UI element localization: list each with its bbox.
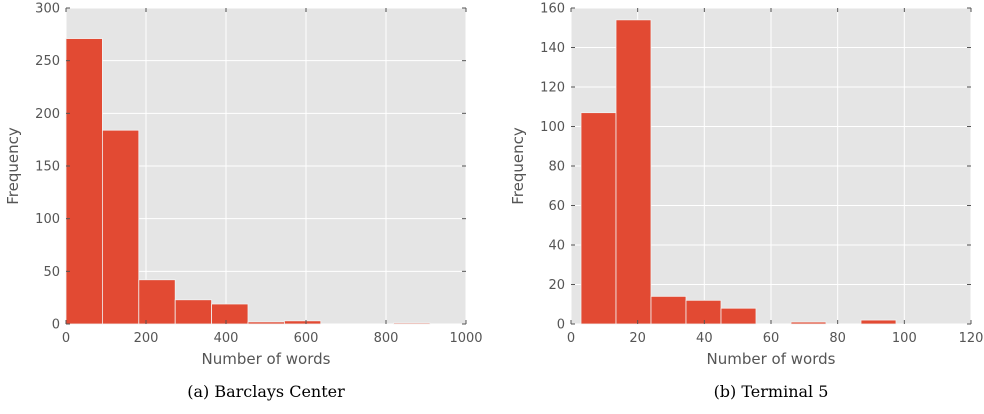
y-tick-label: 60 [548,199,565,214]
y-axis-label: Frequency [509,127,527,205]
x-tick-label: 40 [696,331,713,346]
x-tick-label: 400 [214,331,239,346]
x-axis-label: Number of words [707,350,836,368]
y-tick-label: 80 [548,160,565,175]
histogram-bar [283,320,322,325]
x-tick-label: 80 [829,331,846,346]
x-tick-label: 200 [134,331,159,346]
x-tick-label: 20 [629,331,646,346]
y-tick-label: 300 [35,2,60,17]
histogram-bar [615,19,652,325]
y-tick-label: 100 [540,120,565,135]
histogram-bar [720,307,757,325]
y-tick-label: 50 [43,265,60,280]
histogram-bar [247,321,285,325]
y-tick-label: 0 [52,318,60,333]
x-tick-label: 0 [567,331,575,346]
histogram-bar [211,303,249,325]
histogram-barclays-center: 0 200 400 600 800 1000 0 50 100 150 200 250 300 Numbe… [4,2,483,369]
y-tick-label: 140 [540,41,565,56]
y-tick-label: 120 [540,81,565,96]
x-tick-label: 100 [892,331,917,346]
y-tick-label: 250 [35,54,60,69]
histogram-bar [860,319,897,325]
caption-barclays-center: (a) Barclays Center [187,382,345,401]
x-tick-label: 60 [763,331,780,346]
y-axis-label: Frequency [4,127,22,205]
histogram-bar [393,322,431,325]
y-tick-label: 100 [35,212,60,227]
caption-terminal-5: (b) Terminal 5 [713,382,829,401]
histogram-bar [650,295,687,325]
x-tick-label: 1000 [449,331,482,346]
x-tick-label: 600 [294,331,319,346]
histogram-bar [138,279,176,325]
histogram-bar [102,129,140,325]
y-tick-label: 40 [548,239,565,254]
histogram-bar [174,299,212,325]
histogram-bar [65,38,103,325]
histogram-bar [580,112,617,325]
x-axis-label: Number of words [202,350,331,368]
y-tick-label: 20 [548,278,565,293]
histogram-terminal-5: 0 20 40 60 80 100 120 0 20 40 60 80 100 120 140 160 Numb… [509,2,983,369]
y-tick-label: 0 [557,318,565,333]
histogram-bar [790,321,827,325]
y-tick-label: 200 [35,107,60,122]
histogram-bar [685,299,722,325]
x-tick-label: 0 [62,331,70,346]
x-tick-label: 800 [374,331,399,346]
y-tick-label: 150 [35,160,60,175]
x-tick-label: 120 [959,331,984,346]
y-tick-label: 160 [540,2,565,17]
